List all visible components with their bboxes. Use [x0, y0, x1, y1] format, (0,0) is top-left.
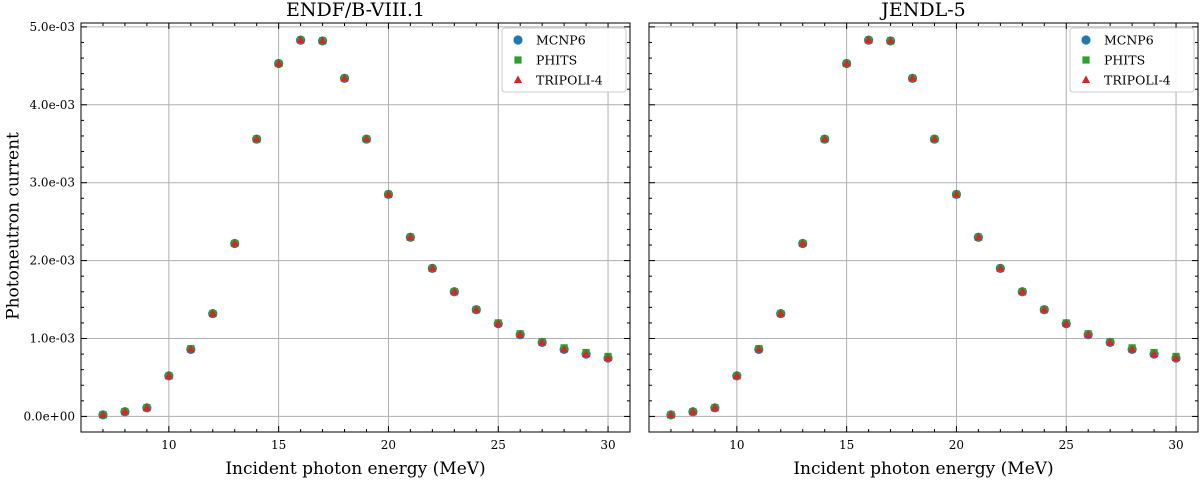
series-tripoli-4	[666, 35, 1181, 418]
data-point	[274, 58, 283, 67]
data-point	[886, 36, 895, 44]
x-tick-label: 20	[949, 438, 964, 452]
y-tick-label: 0.0e+00	[23, 409, 75, 423]
data-point	[603, 353, 613, 361]
chart-panel-jendl: 10 15 20 25 30 JENDL-5 Incident photon energy …	[648, 0, 1199, 479]
data-point	[384, 189, 393, 198]
data-point	[230, 238, 239, 247]
data-point	[952, 189, 961, 198]
x-tick-label: 15	[839, 438, 854, 452]
data-point	[142, 403, 152, 411]
data-point	[1018, 287, 1027, 295]
axes-frame	[80, 22, 631, 433]
y-tick-label: 5.0e-03	[29, 20, 75, 34]
figure-ylabel: Photoneutron current	[4, 132, 24, 320]
series-tripoli-4	[98, 35, 613, 418]
data-point	[688, 407, 698, 415]
data-point	[98, 410, 108, 418]
data-point	[1106, 337, 1115, 346]
legend-marker	[513, 35, 523, 45]
legend-marker	[1081, 35, 1091, 45]
x-tick-label: 30	[600, 438, 615, 452]
data-point	[164, 371, 173, 379]
series-phits	[667, 36, 1180, 419]
data-point	[120, 407, 130, 415]
data-point	[296, 35, 305, 44]
data-point	[318, 36, 327, 44]
data-point	[710, 403, 720, 411]
x-tick-label: 15	[271, 438, 286, 452]
legend-marker	[514, 56, 522, 64]
data-point	[776, 308, 785, 317]
chart-panel-endf: 10 15 20 25 30 0.0e+00 1.0e-03 2.0e-03 3.0e-03 4.…	[23, 0, 631, 479]
x-tick-label: 25	[491, 438, 506, 452]
data-point	[1149, 349, 1159, 358]
data-point	[1084, 330, 1093, 338]
data-point	[842, 58, 851, 67]
data-point	[516, 330, 525, 338]
data-point	[754, 344, 763, 353]
data-point	[186, 344, 195, 353]
data-point	[732, 371, 741, 379]
data-point	[930, 134, 939, 143]
legend-marker	[1081, 75, 1091, 83]
legend-label: MCNP6	[536, 33, 586, 48]
legend-label: TRIPOLI-4	[1104, 73, 1171, 88]
chart-title: ENDF/B-VIII.1	[286, 0, 425, 21]
legend-label: PHITS	[1104, 53, 1145, 68]
x-tick-label: 10	[729, 438, 744, 452]
data-point	[1040, 305, 1049, 313]
data-point	[864, 35, 873, 44]
legend-label: PHITS	[536, 53, 577, 68]
data-point	[1171, 353, 1181, 361]
y-tick-label: 3.0e-03	[29, 176, 75, 190]
data-point	[996, 263, 1005, 272]
data-point	[908, 73, 917, 82]
data-point	[581, 349, 591, 358]
legend-label: MCNP6	[1104, 33, 1154, 48]
data-point	[538, 337, 547, 346]
axes-frame	[648, 22, 1199, 433]
x-axis-label: Incident photon energy (MeV)	[793, 459, 1053, 479]
data-point	[252, 134, 261, 143]
x-tick-label: 25	[1059, 438, 1074, 452]
legend-box	[501, 27, 627, 93]
y-tick-label: 1.0e-03	[29, 332, 75, 346]
data-point	[472, 305, 481, 313]
data-point	[1062, 319, 1071, 327]
legend-marker	[1082, 56, 1090, 64]
series-mcnp6	[666, 35, 1181, 420]
x-axis-label: Incident photon energy (MeV)	[225, 459, 485, 479]
data-point	[494, 319, 503, 327]
data-point	[974, 232, 983, 241]
legend: MCNP6 PHITS TRIPOLI-4	[501, 27, 627, 93]
legend: MCNP6 PHITS TRIPOLI-4	[1069, 27, 1195, 93]
data-point	[820, 134, 829, 143]
y-tick-label: 2.0e-03	[29, 254, 75, 268]
data-point	[1127, 344, 1137, 353]
data-point	[406, 232, 415, 241]
x-tick-label: 30	[1168, 438, 1183, 452]
data-point	[559, 344, 569, 353]
data-point	[798, 238, 807, 247]
legend-box	[1069, 27, 1195, 93]
y-tick-label: 4.0e-03	[29, 98, 75, 112]
series-mcnp6	[98, 35, 613, 420]
data-point	[450, 287, 459, 295]
data-point	[362, 134, 371, 143]
chart-title: JENDL-5	[879, 0, 965, 21]
data-point	[340, 73, 349, 82]
data-point	[666, 410, 676, 418]
x-tick-label: 20	[381, 438, 396, 452]
data-point	[208, 308, 217, 317]
series-phits	[99, 36, 612, 419]
data-point	[428, 263, 437, 272]
legend-marker	[513, 75, 523, 83]
legend-label: TRIPOLI-4	[536, 73, 603, 88]
x-tick-label: 10	[161, 438, 176, 452]
